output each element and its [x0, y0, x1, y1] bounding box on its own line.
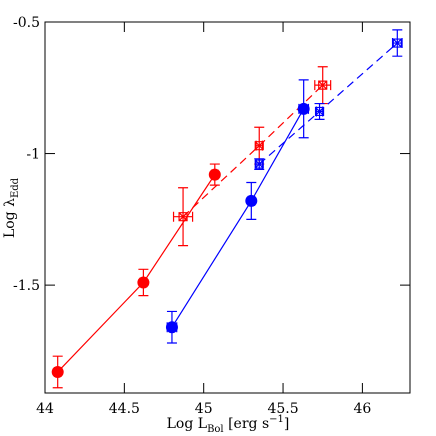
point — [392, 38, 402, 48]
point — [254, 141, 264, 151]
y-axis-label: Log λEdd — [2, 177, 21, 238]
point — [318, 80, 328, 90]
point — [254, 159, 264, 169]
point — [297, 102, 310, 115]
point — [165, 321, 178, 334]
point — [51, 365, 64, 378]
x-axis-label: Log LBol [erg s−1] — [167, 414, 290, 435]
y-tick-label: -0.5 — [13, 15, 40, 31]
point — [245, 194, 258, 207]
plot-frame — [44, 21, 411, 394]
point — [137, 276, 150, 289]
point — [178, 212, 188, 222]
x-tick-label: 44.5 — [109, 401, 140, 417]
x-tick-label: 45 — [195, 401, 213, 417]
series-line — [171, 108, 305, 328]
series-line — [258, 42, 398, 165]
y-tick-label: -1 — [26, 147, 40, 163]
x-tick-label: 44 — [36, 401, 54, 417]
x-tick-label: 46 — [353, 401, 371, 417]
point — [208, 168, 221, 181]
point — [314, 106, 325, 117]
series-line — [57, 174, 216, 373]
y-tick-label: -1.5 — [13, 278, 40, 294]
x-tick-label: 45.5 — [267, 401, 298, 417]
